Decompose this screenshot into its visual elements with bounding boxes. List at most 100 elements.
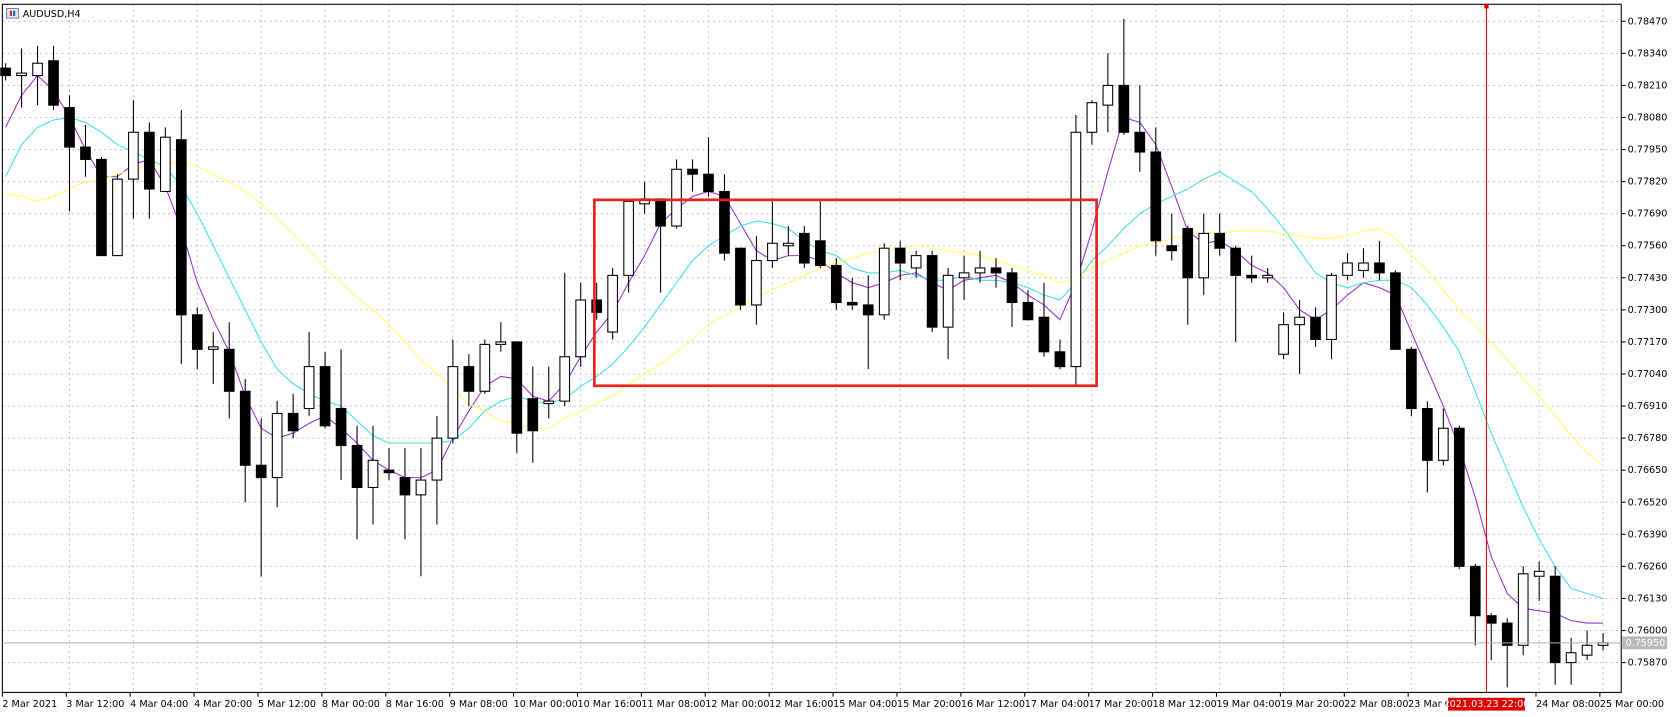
x-tick-label: 18 Mar 12:00 xyxy=(1153,699,1217,710)
candle-body xyxy=(1294,316,1305,326)
candle-body xyxy=(1246,274,1257,279)
candle-body xyxy=(351,444,363,488)
candle-body xyxy=(1390,272,1401,350)
candle-body xyxy=(559,356,571,402)
candle-body xyxy=(527,398,539,432)
candle-body xyxy=(255,464,267,479)
candle-body xyxy=(32,62,43,77)
candle-body xyxy=(1214,232,1226,249)
candle-body xyxy=(16,72,27,77)
x-tick-label: 4 Mar 04:00 xyxy=(130,699,188,710)
candle-body xyxy=(1166,245,1178,252)
x-tick-label: 19 Mar 20:00 xyxy=(1280,699,1344,710)
x-tick-label: 15 Mar 04:00 xyxy=(833,699,897,710)
candle-body xyxy=(1342,262,1353,276)
cursor-dot xyxy=(1484,4,1489,9)
candle-body xyxy=(1134,131,1146,153)
candle-body xyxy=(303,366,315,410)
candle-body xyxy=(862,304,874,316)
x-tick-label: 23 Mar 00:00 xyxy=(1408,699,1472,710)
candle-body xyxy=(1549,575,1561,664)
candle-body xyxy=(990,267,1002,274)
candle-body xyxy=(1517,573,1529,646)
candle-body xyxy=(415,479,427,496)
y-tick-label: 0.76650 xyxy=(1628,465,1668,476)
candle-body xyxy=(910,255,922,269)
candle-body xyxy=(719,190,730,254)
candle-body xyxy=(751,260,762,306)
candle-body xyxy=(846,301,858,306)
y-tick-label: 0.77170 xyxy=(1628,337,1668,348)
candle-body xyxy=(1054,351,1066,368)
y-tick-label: 0.77430 xyxy=(1628,273,1668,284)
x-tick-label: 12 Mar 16:00 xyxy=(769,699,833,710)
candle-body xyxy=(495,341,507,345)
candle-body xyxy=(623,200,634,276)
x-tick-label: 22 Mar 08:00 xyxy=(1344,699,1408,710)
candle-body xyxy=(0,67,11,77)
chart-title: AUDUSD,H4 xyxy=(23,9,81,20)
candle-body xyxy=(1374,262,1385,274)
candle-body xyxy=(319,366,331,427)
y-tick-label: 0.78080 xyxy=(1628,112,1668,123)
candle-body xyxy=(1070,131,1082,368)
candle-body xyxy=(1086,102,1098,133)
y-tick-label: 0.77300 xyxy=(1628,305,1668,316)
candle-body xyxy=(80,146,91,160)
x-tick-label: 11 Mar 08:00 xyxy=(641,699,705,710)
candle-body xyxy=(783,242,794,247)
y-tick-label: 0.76520 xyxy=(1628,497,1668,508)
y-tick-label: 0.76130 xyxy=(1628,593,1668,604)
y-tick-label: 0.78470 xyxy=(1628,16,1668,27)
candle-body xyxy=(1437,427,1449,461)
x-tick-label: 8 Mar 16:00 xyxy=(386,699,444,710)
candle-body xyxy=(1022,301,1034,321)
candle-body xyxy=(798,232,810,264)
candle-body xyxy=(1485,615,1497,624)
candle-body xyxy=(271,412,283,479)
candle-body xyxy=(463,366,475,392)
candle-body xyxy=(239,390,251,466)
candle-body xyxy=(128,131,139,180)
candle-body xyxy=(1581,644,1593,656)
x-tick-label: 17 Mar 04:00 xyxy=(1025,699,1089,710)
candle-body xyxy=(64,107,75,148)
y-tick-label: 0.75870 xyxy=(1628,658,1668,669)
x-tick-label: 8 Mar 00:00 xyxy=(322,699,380,710)
candle-body xyxy=(830,264,842,304)
candle-body xyxy=(1406,348,1417,410)
highlight-box xyxy=(593,198,1098,388)
candle-body xyxy=(335,407,347,447)
candle-body xyxy=(175,139,187,316)
candle-body xyxy=(96,158,107,257)
candle-body xyxy=(223,348,235,392)
cursor-label: 2021.03.23 22:00 xyxy=(1444,699,1530,710)
x-tick-label: 9 Mar 08:00 xyxy=(450,699,508,710)
candle-body xyxy=(1102,84,1114,106)
candle-body xyxy=(942,274,954,328)
candle-body xyxy=(687,168,698,175)
candle-body xyxy=(1501,622,1513,646)
candle-body xyxy=(543,400,555,405)
candle-body xyxy=(655,198,666,227)
candle-body xyxy=(383,469,395,474)
candle-body xyxy=(735,247,746,306)
x-tick-label: 19 Mar 04:00 xyxy=(1216,699,1280,710)
candle-body xyxy=(1358,262,1369,271)
candle-body xyxy=(671,168,682,227)
x-tick-label: 16 Mar 12:00 xyxy=(961,699,1025,710)
candle-body xyxy=(1150,151,1162,242)
y-tick-label: 0.77040 xyxy=(1628,369,1668,380)
candle-body xyxy=(160,136,171,193)
x-tick-label: 17 Mar 20:00 xyxy=(1089,699,1153,710)
candle-body xyxy=(367,459,379,488)
y-tick-label: 0.76390 xyxy=(1628,529,1668,540)
candle-body xyxy=(1118,84,1130,133)
candle-body xyxy=(1453,427,1465,567)
candle-body xyxy=(287,412,299,432)
plot-frame xyxy=(1,3,1622,693)
candle-body xyxy=(1182,227,1194,279)
candle-body xyxy=(207,346,219,350)
